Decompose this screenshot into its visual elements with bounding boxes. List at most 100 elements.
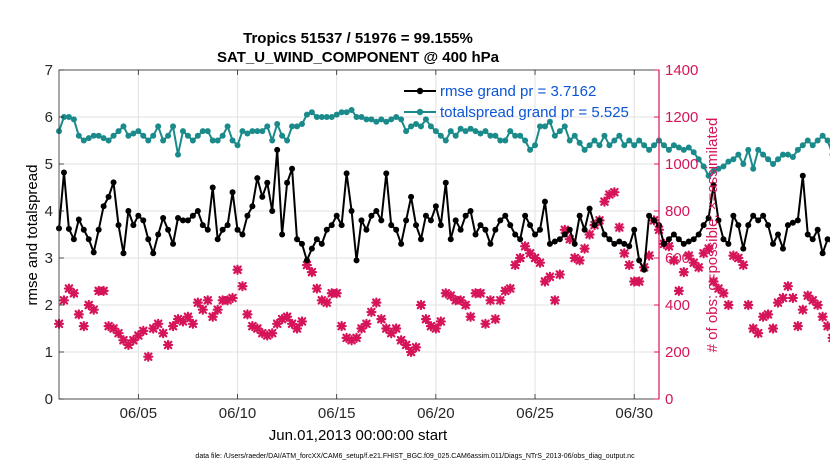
spread-point	[581, 146, 588, 153]
spread-point	[343, 109, 350, 116]
spread-point	[229, 137, 236, 144]
rmse-point	[660, 240, 667, 247]
obs-marker	[643, 250, 655, 261]
y-right-tick-label: 1000	[665, 156, 698, 173]
obs-marker	[197, 304, 208, 315]
rmse-point	[214, 236, 221, 243]
rmse-point	[279, 231, 286, 238]
rmse-point	[100, 203, 107, 210]
obs-marker	[351, 332, 362, 343]
obs-marker	[609, 187, 620, 198]
obs-marker	[83, 299, 94, 311]
spread-point	[824, 137, 830, 144]
obs-marker	[787, 292, 798, 304]
obs-marker	[108, 323, 119, 334]
obs-marker	[58, 295, 70, 306]
obs-marker	[624, 259, 635, 271]
rmse-point	[318, 240, 325, 247]
spread-point	[512, 132, 519, 139]
legend-entry-spread-label: totalspread grand pr = 5.525	[440, 104, 629, 121]
obs-marker	[291, 323, 303, 334]
spread-point	[155, 123, 162, 130]
obs-marker	[242, 309, 253, 320]
rmse-point	[259, 193, 266, 200]
obs-marker	[529, 252, 541, 264]
x-tick-label: 06/15	[318, 405, 356, 422]
rmse-point	[229, 189, 236, 196]
x-tick-label: 06/30	[615, 405, 653, 422]
spread-point	[85, 135, 92, 142]
obs-marker	[574, 255, 585, 266]
spread-point	[388, 116, 395, 123]
obs-marker	[153, 318, 164, 329]
rmse-point	[249, 203, 256, 210]
rmse-point	[730, 212, 737, 219]
spread-point	[204, 128, 211, 135]
rmse-point	[710, 182, 717, 189]
spread-point	[760, 151, 767, 158]
spread-point	[398, 116, 405, 123]
obs-marker	[520, 241, 531, 252]
rmse-point	[393, 226, 400, 233]
rmse-point	[462, 212, 469, 219]
rmse-point	[224, 222, 231, 229]
y-left-tick-label: 4	[45, 203, 53, 220]
obs-marker	[723, 299, 734, 311]
spread-point	[755, 146, 762, 153]
spread-point	[417, 123, 424, 130]
obs-marker	[212, 304, 223, 315]
rmse-point	[105, 193, 112, 200]
rmse-point	[155, 231, 162, 238]
rmse-point	[447, 236, 454, 243]
rmse-point	[606, 236, 613, 243]
rmse-point	[398, 240, 405, 247]
spread-point	[695, 156, 702, 163]
spread-point	[353, 114, 360, 120]
spread-point	[333, 111, 340, 118]
y-right-tick-label: 0	[665, 391, 673, 408]
rmse-point	[735, 222, 742, 229]
obs-marker	[306, 267, 317, 278]
spread-point	[799, 142, 806, 149]
obs-marker	[683, 250, 694, 261]
obs-marker	[698, 248, 709, 259]
spread-point	[675, 144, 682, 151]
spread-point	[194, 132, 201, 139]
spread-point	[125, 132, 132, 139]
obs-marker	[425, 321, 437, 332]
rmse-point	[294, 236, 301, 243]
rmse-point	[427, 217, 434, 224]
obs-marker	[817, 311, 828, 322]
obs-marker	[247, 321, 258, 332]
rmse-point	[348, 208, 355, 214]
spread-point	[95, 132, 102, 139]
spread-point	[219, 132, 226, 139]
spread-point	[710, 168, 717, 175]
spread-point	[75, 132, 82, 139]
obs-marker	[767, 323, 779, 334]
obs-marker	[480, 318, 491, 329]
spread-point	[224, 123, 231, 130]
spread-point	[214, 137, 221, 144]
obs-marker	[733, 252, 744, 264]
spread-point	[165, 132, 172, 139]
obs-marker	[495, 295, 506, 306]
spread-point	[804, 137, 811, 144]
obs-marker	[515, 252, 526, 264]
spread-point	[492, 132, 499, 139]
obs-marker	[500, 285, 511, 296]
spread-point	[80, 137, 87, 144]
spread-point	[566, 137, 573, 144]
obs-marker	[118, 335, 129, 346]
spread-point	[135, 128, 142, 135]
obs-marker	[569, 252, 580, 264]
rmse-point	[298, 240, 305, 247]
spread-point	[437, 132, 444, 139]
rmse-point	[333, 212, 340, 219]
rmse-point	[690, 236, 697, 243]
rmse-point	[522, 212, 529, 219]
obs-marker	[331, 288, 342, 299]
spread-point	[318, 114, 325, 120]
rmse-point	[581, 226, 588, 233]
obs-marker	[177, 316, 189, 327]
